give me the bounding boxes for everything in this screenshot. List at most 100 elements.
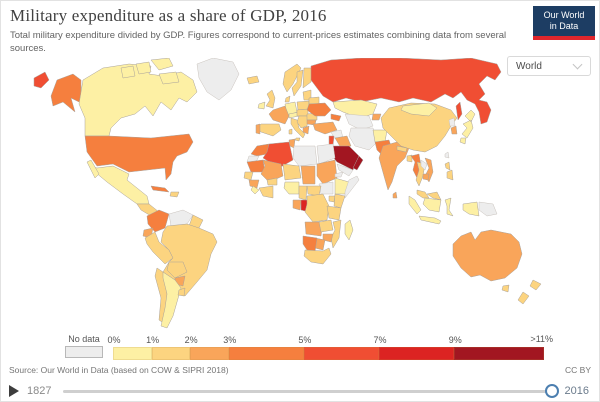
country-russia[interactable] (310, 57, 502, 125)
legend-bin[interactable]: 9% (449, 335, 544, 360)
country-mexico[interactable] (88, 165, 150, 205)
legend-bin[interactable]: 0% (107, 335, 152, 360)
legend-bin[interactable]: 1% (146, 335, 191, 360)
country-namibia[interactable] (302, 235, 318, 253)
country-united-kingdom[interactable] (265, 89, 276, 109)
country-sierra-leone-liberia[interactable] (250, 185, 260, 195)
country-uzbekistan-turkmenistan[interactable] (344, 113, 374, 131)
country-niger[interactable] (282, 163, 302, 181)
country-russia-sakhalin[interactable] (455, 101, 463, 121)
country-cameroon[interactable] (298, 185, 308, 201)
country-sweden[interactable] (291, 69, 304, 97)
country-uganda[interactable] (328, 195, 336, 203)
country-canada[interactable] (78, 63, 198, 137)
country-indonesia-papua[interactable] (462, 201, 480, 217)
canada-arctic-islands[interactable] (120, 57, 180, 85)
country-united-states[interactable] (84, 133, 194, 181)
country-ukraine[interactable] (306, 102, 332, 117)
country-ivory-coast-ghana[interactable] (258, 185, 274, 199)
country-belarus[interactable] (308, 96, 320, 105)
country-japan[interactable] (459, 109, 476, 145)
country-zambia[interactable] (318, 219, 334, 233)
timeline-handle[interactable] (544, 384, 559, 398)
country-indonesia-sulawesi[interactable] (444, 197, 454, 217)
license-link[interactable]: CC BY (565, 365, 591, 375)
country-gabon[interactable] (292, 199, 302, 211)
country-guinea[interactable] (248, 179, 260, 189)
timeline-track[interactable] (63, 384, 559, 398)
country-czechia-hungary[interactable] (296, 108, 309, 117)
country-iran[interactable] (348, 127, 378, 151)
country-venezuela[interactable] (168, 209, 194, 227)
country-cuba[interactable] (150, 185, 170, 193)
country-china[interactable] (380, 102, 458, 153)
country-philippines[interactable] (444, 161, 454, 181)
country-afghanistan[interactable] (372, 129, 388, 143)
country-kyrgyzstan-tajikistan[interactable] (371, 113, 382, 121)
country-argentina[interactable] (160, 271, 182, 329)
country-spain[interactable] (256, 123, 282, 137)
country-uruguay[interactable] (177, 287, 186, 297)
country-mozambique[interactable] (330, 219, 342, 249)
country-libya[interactable] (292, 145, 318, 167)
country-yemen[interactable] (336, 163, 354, 177)
country-colombia[interactable] (146, 209, 170, 233)
country-alaska[interactable] (50, 73, 82, 113)
country-indonesia-java[interactable] (418, 215, 442, 225)
country-madagascar[interactable] (344, 219, 354, 241)
country-somalia[interactable] (344, 175, 360, 199)
country-morocco[interactable] (250, 143, 270, 157)
country-eritrea[interactable] (334, 171, 344, 178)
legend-bin[interactable]: 2% (185, 335, 229, 360)
country-new-zealand[interactable] (517, 279, 542, 305)
country-caucasus[interactable] (330, 113, 342, 122)
country-zimbabwe[interactable] (322, 233, 334, 243)
country-greece[interactable] (302, 125, 310, 135)
legend-no-data[interactable]: No data (61, 334, 107, 358)
country-iraq[interactable] (334, 135, 352, 149)
country-hispaniola[interactable] (169, 191, 180, 198)
country-mongolia[interactable] (400, 102, 438, 117)
country-sri-lanka[interactable] (392, 191, 398, 199)
country-sudan[interactable] (316, 159, 338, 185)
country-burkina-faso[interactable] (266, 177, 278, 186)
country-tanzania[interactable] (326, 205, 342, 221)
country-nepal[interactable] (396, 145, 408, 153)
country-south-africa[interactable] (303, 247, 332, 265)
country-kenya[interactable] (333, 193, 346, 209)
country-papua-new-guinea[interactable] (478, 201, 498, 217)
country-ireland[interactable] (257, 101, 266, 110)
country-nigeria[interactable] (283, 181, 300, 195)
country-portugal[interactable] (255, 123, 261, 135)
country-chad[interactable] (300, 165, 316, 185)
country-greenland[interactable] (196, 57, 240, 101)
play-button[interactable] (9, 385, 19, 397)
country-indonesia-borneo[interactable] (422, 197, 442, 213)
country-australia[interactable] (452, 229, 523, 282)
legend-bin[interactable]: 3% (223, 335, 304, 360)
country-indonesia-sumatra[interactable] (408, 195, 422, 215)
country-mauritania[interactable] (246, 159, 266, 173)
region-select[interactable]: World (507, 56, 591, 76)
country-norway[interactable] (282, 63, 302, 93)
country-france[interactable] (268, 105, 290, 125)
country-oman-uae[interactable] (352, 155, 364, 171)
country-egypt[interactable] (316, 143, 336, 165)
country-bolivia[interactable] (166, 261, 188, 279)
country-dr-congo[interactable] (304, 193, 330, 223)
country-bangladesh[interactable] (406, 154, 413, 163)
country-iceland[interactable] (246, 75, 260, 85)
italy-islands[interactable] (288, 128, 301, 142)
country-laos[interactable] (420, 159, 428, 171)
owid-logo[interactable]: Our World in Data (533, 6, 595, 40)
country-cambodia[interactable] (422, 173, 430, 181)
country-australia-tasmania[interactable] (501, 284, 510, 293)
legend-bin[interactable]: 7% (374, 335, 455, 360)
country-russia-chukotka[interactable] (33, 71, 50, 89)
country-angola[interactable] (304, 221, 324, 237)
country-balkans[interactable] (296, 115, 309, 129)
country-south-sudan[interactable] (318, 181, 334, 195)
country-north-korea[interactable] (448, 117, 456, 127)
country-denmark[interactable] (284, 95, 291, 103)
mexico-baja[interactable] (86, 159, 100, 179)
